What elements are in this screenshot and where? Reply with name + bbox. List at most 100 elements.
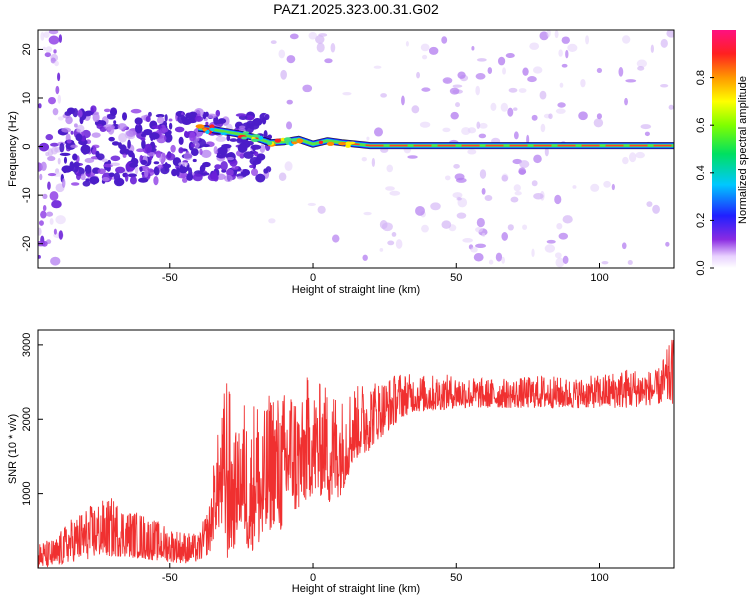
spectrogram-cell bbox=[155, 113, 165, 118]
spectrogram-x-label: Height of straight line (km) bbox=[292, 284, 420, 296]
spectrogram-cell bbox=[456, 212, 467, 219]
spectrogram-cell bbox=[49, 218, 54, 225]
spectrogram-cell bbox=[82, 111, 92, 117]
spectrogram-cell bbox=[453, 163, 460, 169]
spectrogram-frame bbox=[37, 29, 675, 269]
spectrogram-cell bbox=[561, 63, 568, 68]
colorbar-gradient bbox=[712, 30, 736, 268]
spectrogram-cell bbox=[373, 65, 382, 69]
spectrogram-cell bbox=[69, 161, 75, 172]
spectrogram-y-tick-label: 10 bbox=[21, 92, 33, 104]
spectrogram-cell bbox=[593, 118, 604, 128]
spectrogram-cell bbox=[342, 92, 352, 96]
spectrogram-cell bbox=[91, 144, 100, 149]
spectrogram-peak bbox=[345, 144, 351, 148]
spectrogram-cell bbox=[134, 117, 143, 125]
snr-series-line bbox=[38, 339, 674, 568]
spectrogram-cell bbox=[130, 108, 142, 114]
spectrogram-cell bbox=[635, 151, 645, 159]
spectrogram-cell bbox=[449, 87, 460, 95]
spectrogram-cell bbox=[380, 93, 387, 98]
spectrogram-cell bbox=[473, 253, 484, 262]
spectrogram-cell bbox=[72, 153, 78, 161]
spectrogram-peak bbox=[338, 142, 347, 146]
spectrogram-cell bbox=[108, 172, 115, 177]
spectrogram-cell bbox=[101, 158, 108, 163]
spectrogram-cell bbox=[40, 210, 47, 219]
spectrogram-cell bbox=[286, 55, 296, 64]
spectrogram-cell bbox=[572, 185, 577, 189]
spectrogram-cell bbox=[45, 46, 53, 53]
spectrogram-cell bbox=[142, 130, 152, 136]
colorbar-tick-label: 0.6 bbox=[695, 118, 707, 133]
spectrogram-cell bbox=[420, 43, 430, 52]
spectrogram-cell bbox=[389, 190, 401, 196]
spectrogram-cell bbox=[113, 120, 117, 125]
spectrogram-cell bbox=[47, 148, 54, 157]
spectrogram-peak bbox=[241, 136, 248, 140]
spectrogram-cell bbox=[40, 31, 45, 41]
spectrogram-peak bbox=[242, 131, 250, 135]
spectrogram-cell bbox=[46, 211, 54, 217]
spectrogram-cell bbox=[487, 67, 493, 74]
spectrogram-plot-area bbox=[38, 30, 674, 268]
spectrogram-cell bbox=[200, 172, 210, 176]
spectrogram-cell bbox=[441, 220, 452, 229]
spectrogram-cell bbox=[53, 49, 57, 54]
spectrogram-cell bbox=[556, 222, 563, 230]
spectrogram-peak bbox=[326, 141, 335, 146]
spectrogram-cell bbox=[508, 87, 518, 93]
spectrogram-cell bbox=[302, 84, 313, 93]
spectrogram-cell bbox=[59, 152, 71, 157]
spectrogram-cell bbox=[332, 234, 340, 243]
spectrogram-cell bbox=[531, 114, 538, 121]
snr-plot-area bbox=[38, 339, 674, 568]
spectrogram-cell bbox=[624, 97, 628, 106]
spectrogram-cell bbox=[640, 124, 652, 130]
spectrogram-cell bbox=[652, 204, 660, 214]
spectrogram-cell bbox=[50, 142, 59, 147]
spectrogram-cell bbox=[220, 161, 228, 171]
spectrogram-cell bbox=[627, 260, 633, 265]
spectrogram-cell bbox=[47, 173, 57, 177]
spectrogram-cell bbox=[559, 82, 564, 88]
spectrogram-cell bbox=[428, 46, 439, 55]
spectrogram-cell bbox=[157, 164, 164, 169]
spectrogram-cell bbox=[280, 69, 287, 80]
colorbar-tick-label: 0.2 bbox=[695, 213, 707, 228]
spectrogram-cell bbox=[241, 139, 250, 144]
spectrogram-cell bbox=[455, 102, 460, 108]
spectrogram-cell bbox=[206, 113, 217, 119]
spectrogram-cell bbox=[76, 172, 81, 181]
spectrogram-cell bbox=[366, 136, 370, 141]
spectrogram-cell bbox=[182, 177, 188, 183]
spectrogram-cell bbox=[385, 186, 395, 191]
spectrogram-cell bbox=[58, 34, 63, 43]
spectrogram-cell bbox=[308, 31, 317, 40]
spectrogram-peak bbox=[258, 135, 264, 140]
spectrogram-cell bbox=[111, 141, 120, 146]
spectrogram-cell bbox=[76, 124, 85, 133]
spectrogram-cell bbox=[580, 78, 586, 88]
spectrogram-cell bbox=[101, 176, 110, 182]
spectrogram-cell bbox=[164, 161, 169, 172]
spectrogram-cell bbox=[165, 153, 176, 161]
spectrogram-cell bbox=[129, 162, 139, 168]
spectrogram-cell bbox=[168, 118, 173, 122]
spectrogram-cell bbox=[145, 115, 151, 123]
spectrogram-cell bbox=[501, 232, 508, 241]
spectrogram-cell bbox=[38, 103, 42, 109]
spectrogram-cell bbox=[253, 151, 259, 157]
spectrogram-cell bbox=[144, 143, 153, 154]
spectrogram-cell bbox=[66, 107, 76, 115]
spectrogram-cell bbox=[244, 115, 254, 121]
spectrogram-cell bbox=[90, 105, 97, 113]
spectrogram-cell bbox=[488, 259, 494, 265]
spectrogram-cell bbox=[315, 35, 325, 44]
spectrogram-cell bbox=[263, 168, 269, 174]
spectrogram-cell bbox=[625, 79, 637, 83]
spectrogram-cell bbox=[263, 130, 268, 139]
spectrogram-cell bbox=[149, 132, 160, 140]
spectrogram-cell bbox=[415, 205, 425, 216]
spectrogram-cell bbox=[660, 38, 668, 48]
